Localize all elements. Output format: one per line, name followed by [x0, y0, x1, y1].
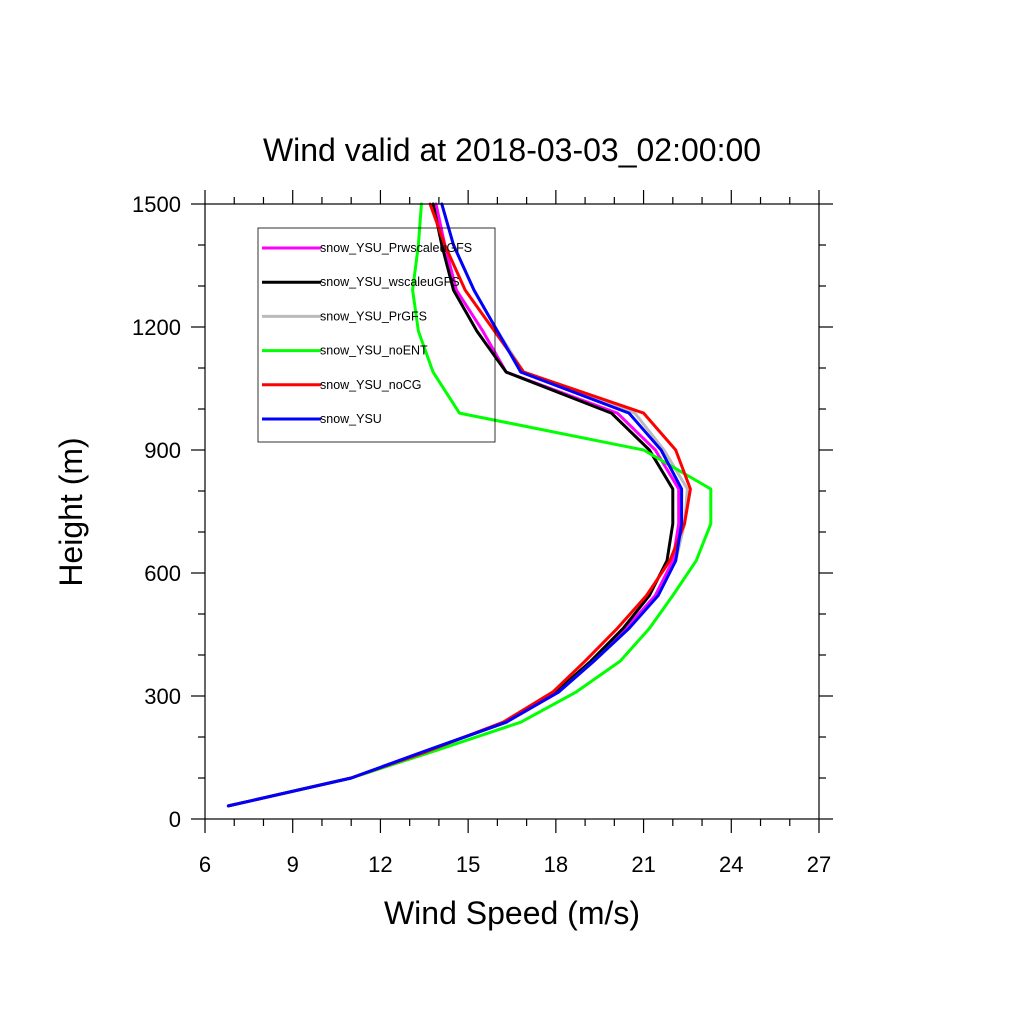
x-tick-label: 9 [287, 852, 299, 877]
y-tick-label: 1500 [132, 192, 181, 217]
legend-label: snow_YSU_PrGFS [320, 309, 427, 323]
x-tick-label: 21 [631, 852, 655, 877]
chart-title: Wind valid at 2018-03-03_02:00:00 [263, 132, 761, 168]
legend-box [257, 227, 496, 443]
plot-frame [204, 203, 820, 820]
x-tick-label: 24 [719, 852, 743, 877]
legend-label: snow_YSU_noCG [320, 378, 421, 392]
x-tick-label: 15 [456, 852, 480, 877]
y-axis-label: Height (m) [53, 437, 89, 586]
x-tick-label: 18 [544, 852, 568, 877]
legend-label: snow_YSU_wscaleuGFS [320, 275, 460, 289]
y-axis: 0 300 600 900 1200 1500 [132, 192, 833, 832]
y-tick-label: 1200 [132, 315, 181, 340]
y-tick-label: 300 [144, 684, 181, 709]
legend-label: snow_YSU_noENT [320, 344, 428, 358]
x-tick-label: 27 [807, 852, 831, 877]
y-tick-label: 0 [169, 807, 181, 832]
series-layer [226, 202, 713, 808]
x-tick-label: 6 [199, 852, 211, 877]
y-tick-label: 600 [144, 561, 181, 586]
x-axis: 6 9 12 15 18 21 24 27 [199, 190, 831, 877]
y-tick-label: 900 [144, 438, 181, 463]
legend: snow_YSU_PrwscaleuGFS snow_YSU_wscaleuGFS… [257, 227, 496, 443]
x-tick-label: 12 [368, 852, 392, 877]
series-line-snow-ysu [226, 202, 684, 808]
x-axis-label: Wind Speed (m/s) [384, 895, 640, 931]
legend-label: snow_YSU_PrwscaleuGFS [320, 241, 472, 255]
series-line-snow-ysu-noent [226, 202, 713, 808]
legend-label: snow_YSU [320, 412, 382, 426]
